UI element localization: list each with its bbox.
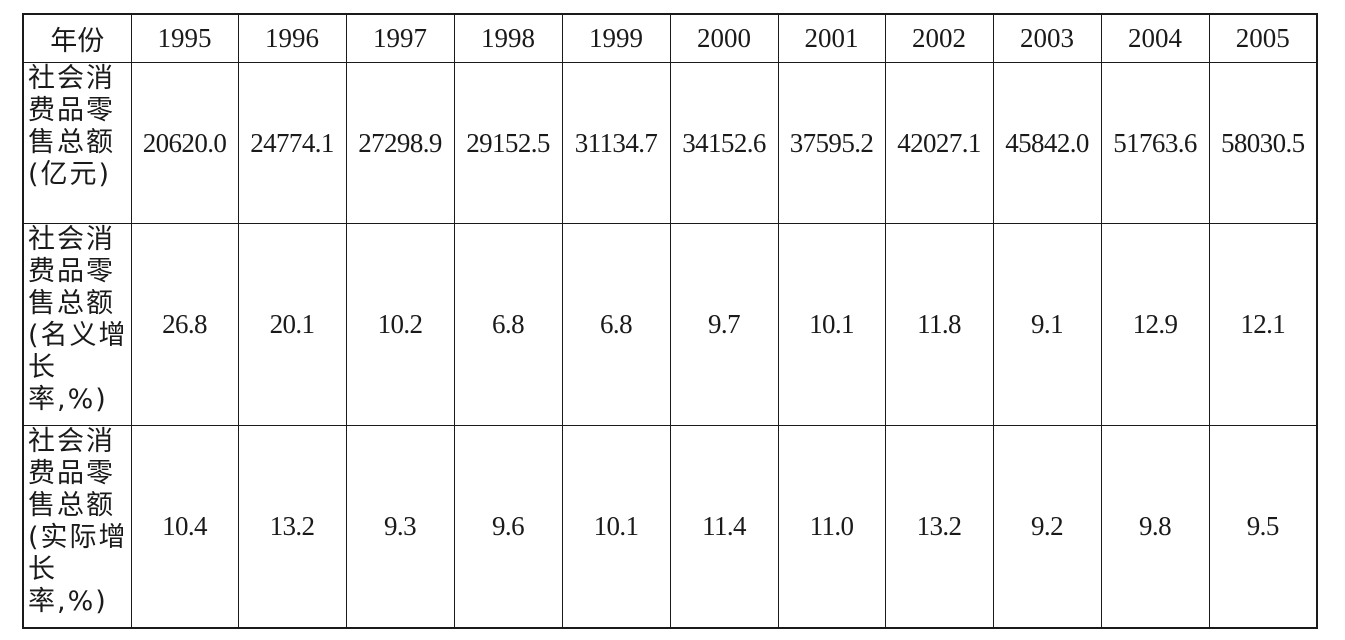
table-cell: 9.6	[453, 425, 563, 629]
table-cell: 26.8	[130, 223, 239, 426]
table-cell: 9.5	[1208, 425, 1318, 629]
row-label-line: (实际增	[28, 522, 128, 553]
year-header: 2001	[777, 13, 886, 63]
row-label-line: (名义增	[28, 320, 128, 351]
table-cell: 13.2	[237, 425, 347, 629]
row-label-line: 长率,%)	[28, 554, 108, 617]
year-header: 2002	[884, 13, 994, 63]
row-label-line: 费品零	[28, 256, 115, 287]
table-cell: 34152.6	[669, 62, 779, 224]
row-label-line: 社会消	[28, 426, 115, 457]
table-cell: 29152.5	[453, 62, 563, 224]
row-label-line: 社会消	[28, 224, 115, 256]
year-header: 2004	[1100, 13, 1210, 63]
row-label-nominal-growth: 社会消 费品零 售总额 (名义增 长率,%)	[22, 223, 132, 426]
table-cell: 31134.7	[561, 62, 671, 224]
table-cell: 10.4	[130, 425, 239, 629]
table-cell: 11.4	[669, 425, 779, 629]
data-table-container: 年份 1995 1996 1997 1998 1999 2000 2001 20…	[22, 13, 1318, 629]
table-cell: 24774.1	[237, 62, 347, 224]
table-cell: 13.2	[884, 425, 994, 629]
table-cell: 20620.0	[130, 62, 239, 224]
table-cell: 20.1	[237, 223, 347, 426]
row-label-line: 费品零	[28, 95, 115, 126]
table-cell: 37595.2	[777, 62, 886, 224]
header-label: 年份	[22, 13, 132, 63]
row-label-total-sales: 社会消 费品零 售总额 (亿元)	[22, 62, 132, 224]
table-cell: 51763.6	[1100, 62, 1210, 224]
row-label-line: 售总额	[28, 490, 115, 521]
row-label-line: 费品零	[28, 458, 115, 489]
table-cell: 10.1	[777, 223, 886, 426]
table-cell: 27298.9	[345, 62, 455, 224]
table-cell: 10.1	[561, 425, 671, 629]
table-row-nominal-growth: 社会消 费品零 售总额 (名义增 长率,%) 26.8 20.1 10.2 6.…	[22, 223, 1318, 426]
table-cell: 10.2	[345, 223, 455, 426]
year-header: 1995	[130, 13, 239, 63]
table-cell: 9.8	[1100, 425, 1210, 629]
table-cell: 9.7	[669, 223, 779, 426]
table-cell: 9.1	[992, 223, 1102, 426]
row-label-line: (亿元)	[28, 159, 112, 190]
year-header: 1999	[561, 13, 671, 63]
year-header: 2005	[1208, 13, 1318, 63]
table-cell: 11.0	[777, 425, 886, 629]
year-header: 1996	[237, 13, 347, 63]
row-label-real-growth: 社会消 费品零 售总额 (实际增 长率,%)	[22, 425, 132, 629]
table-cell: 42027.1	[884, 62, 994, 224]
retail-sales-table: 年份 1995 1996 1997 1998 1999 2000 2001 20…	[22, 13, 1318, 629]
table-row-total-sales: 社会消 费品零 售总额 (亿元) 20620.0 24774.1 27298.9…	[22, 62, 1318, 224]
row-label-line: 售总额	[28, 127, 115, 158]
table-cell: 9.3	[345, 425, 455, 629]
row-label-line: 社会消	[28, 63, 115, 95]
year-header: 2000	[669, 13, 779, 63]
table-cell: 6.8	[453, 223, 563, 426]
year-header: 1997	[345, 13, 455, 63]
table-cell: 6.8	[561, 223, 671, 426]
table-cell: 11.8	[884, 223, 994, 426]
row-label-line: 长率,%)	[28, 352, 108, 415]
header-row: 年份 1995 1996 1997 1998 1999 2000 2001 20…	[22, 13, 1318, 63]
table-cell: 9.2	[992, 425, 1102, 629]
year-header: 2003	[992, 13, 1102, 63]
year-header: 1998	[453, 13, 563, 63]
table-cell: 58030.5	[1208, 62, 1318, 224]
table-row-real-growth: 社会消 费品零 售总额 (实际增 长率,%) 10.4 13.2 9.3 9.6…	[22, 425, 1318, 629]
table-cell: 12.1	[1208, 223, 1318, 426]
table-cell: 12.9	[1100, 223, 1210, 426]
row-label-line: 售总额	[28, 288, 115, 319]
table-cell: 45842.0	[992, 62, 1102, 224]
